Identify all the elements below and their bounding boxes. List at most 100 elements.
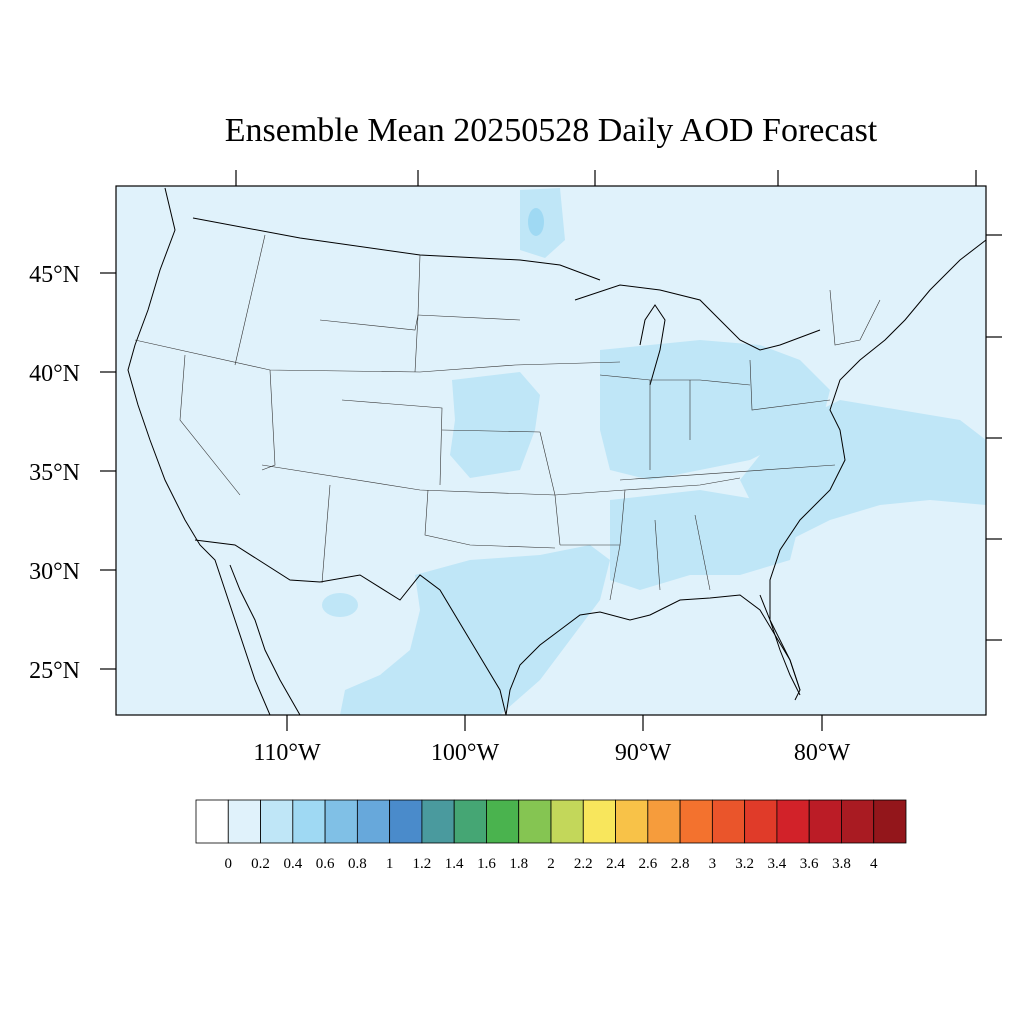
colorbar-swatch xyxy=(227,799,261,844)
aod-level-0.4-0.6-areas xyxy=(528,208,544,236)
aod-area-atlantic xyxy=(740,400,986,540)
figure-title: Ensemble Mean 20250528 Daily AOD Forecas… xyxy=(225,112,878,149)
colorbar-label: 0.4 xyxy=(283,856,302,872)
aod-shading xyxy=(127,187,986,715)
map-ticks xyxy=(100,170,1002,731)
colorbar-label: 1.4 xyxy=(445,856,464,872)
longitude-labels: 110°W 100°W 90°W 80°W xyxy=(253,740,850,766)
colorbar-swatch xyxy=(647,799,681,844)
colorbar-swatch xyxy=(518,799,552,844)
state-line xyxy=(234,234,266,366)
great-lakes-line xyxy=(574,284,821,351)
state-line xyxy=(599,374,751,386)
colorbar-label: 3.2 xyxy=(735,856,754,872)
atlantic-coast-line xyxy=(769,239,986,691)
map-panel: 45°N 40°N 35°N 30°N 25°N 110°W 100°W 90°… xyxy=(29,170,1002,766)
colorbar-label: 0 xyxy=(225,856,233,872)
colorbar-label: 2.6 xyxy=(638,856,657,872)
colorbar-swatch xyxy=(389,799,423,844)
colorbar-label: 2.2 xyxy=(574,856,593,872)
state-line xyxy=(619,464,836,481)
colorbar-label: 2.8 xyxy=(671,856,690,872)
colorbar-swatch xyxy=(808,799,842,844)
colorbar: 0 0.2 0.4 0.6 0.8 1 1.2 1.4 1.6 1.8 2 2.2 2.4 2.6 2.8 3… xyxy=(195,799,907,872)
colorbar-label: 3.4 xyxy=(768,856,787,872)
lon-label: 110°W xyxy=(253,740,321,766)
state-line xyxy=(829,289,881,346)
colorbar-swatch xyxy=(421,799,455,844)
colorbar-swatch xyxy=(453,799,487,844)
colorbar-label: 1.6 xyxy=(477,856,496,872)
state-line xyxy=(179,354,241,496)
lat-label: 40°N xyxy=(29,361,80,387)
colorbar-swatch xyxy=(841,799,875,844)
colorbar-swatch xyxy=(486,799,520,844)
colorbar-swatch xyxy=(776,799,810,844)
state-line xyxy=(609,544,621,601)
colorbar-swatch xyxy=(292,799,326,844)
colorbar-label: 1.2 xyxy=(413,856,432,872)
colorbar-swatch xyxy=(324,799,358,844)
aod-peak-area xyxy=(528,208,544,236)
lat-label: 25°N xyxy=(29,658,80,684)
west-coast-line xyxy=(127,187,271,715)
colorbar-label: 1.8 xyxy=(509,856,528,872)
colorbar-label: 3 xyxy=(709,856,717,872)
colorbar-swatch xyxy=(582,799,616,844)
colorbar-swatch xyxy=(711,799,746,844)
map-frame xyxy=(115,185,987,716)
colorbar-label: 0.6 xyxy=(316,856,335,872)
colorbar-swatch xyxy=(744,799,778,844)
state-line xyxy=(441,429,541,433)
state-line xyxy=(341,399,443,486)
colorbar-swatch xyxy=(260,799,294,844)
state-line xyxy=(261,369,276,471)
colorbar-swatch xyxy=(873,799,907,844)
canada-border-line xyxy=(192,217,601,281)
aod-area-mexico-plateau xyxy=(322,593,358,617)
florida-peninsula-line xyxy=(759,594,801,696)
state-line xyxy=(321,484,331,584)
state-line xyxy=(319,314,419,331)
state-line xyxy=(424,489,556,549)
aod-area-southeast xyxy=(610,490,800,590)
colorbar-label: 0.8 xyxy=(348,856,367,872)
gulf-coast-line xyxy=(505,594,801,715)
colorbar-label: 1 xyxy=(386,856,394,872)
colorbar-label: 4 xyxy=(870,856,878,872)
lake-michigan-line xyxy=(639,304,666,386)
colorbar-label: 2 xyxy=(547,856,555,872)
lat-label: 35°N xyxy=(29,460,80,486)
baja-peninsula-line xyxy=(229,564,301,715)
mexico-border-line xyxy=(194,539,507,715)
lon-label: 80°W xyxy=(794,740,851,766)
colorbar-swatch xyxy=(356,799,391,844)
colorbar-swatch xyxy=(195,799,229,844)
lon-label: 90°W xyxy=(615,740,672,766)
colorbar-label: 2.4 xyxy=(606,856,625,872)
colorbar-swatch xyxy=(615,799,649,844)
colorbar-swatch xyxy=(679,799,713,844)
aod-area-plains xyxy=(450,372,540,478)
colorbar-swatch xyxy=(550,799,584,844)
state-line xyxy=(560,477,741,546)
lon-label: 100°W xyxy=(431,740,500,766)
state-lines xyxy=(134,234,881,601)
colorbar-boxes xyxy=(195,799,907,844)
state-line xyxy=(539,431,561,546)
aod-area-texas-gulf xyxy=(340,545,610,715)
aod-level-0.2-0.4-areas xyxy=(322,188,986,715)
state-line xyxy=(694,514,711,591)
state-line xyxy=(749,359,831,411)
coastlines-and-borders xyxy=(127,187,986,715)
colorbar-label: 0.2 xyxy=(251,856,270,872)
colorbar-label: 3.8 xyxy=(832,856,851,872)
lat-label: 45°N xyxy=(29,262,80,288)
colorbar-label: 3.6 xyxy=(800,856,819,872)
state-line xyxy=(134,339,621,373)
state-line xyxy=(417,314,521,321)
state-line xyxy=(261,464,626,496)
state-line xyxy=(654,519,661,591)
lat-label: 30°N xyxy=(29,559,80,585)
